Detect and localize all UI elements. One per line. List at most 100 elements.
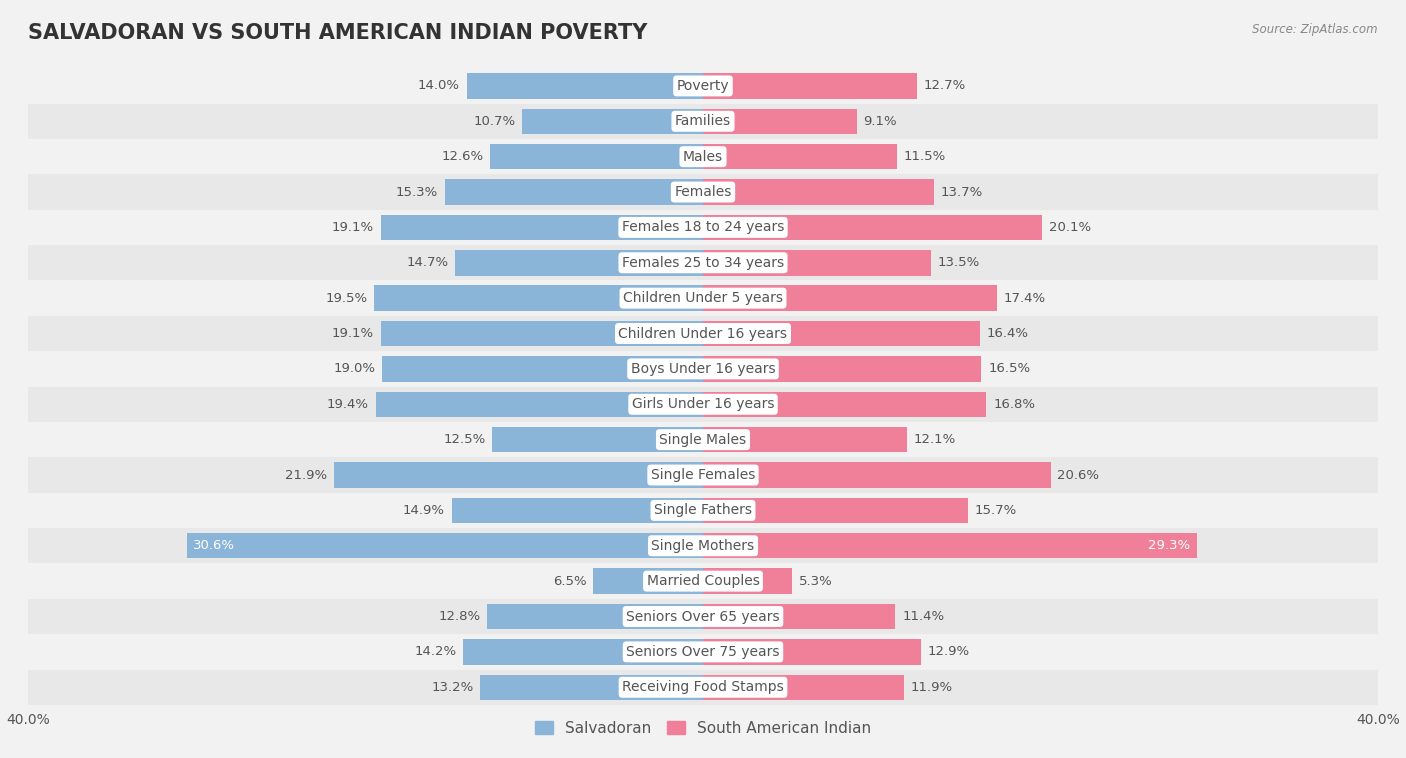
Bar bbox=[593, 568, 703, 594]
Bar bbox=[28, 245, 1378, 280]
Text: Seniors Over 65 years: Seniors Over 65 years bbox=[626, 609, 780, 624]
Bar bbox=[28, 139, 1378, 174]
Text: 5.3%: 5.3% bbox=[799, 575, 832, 587]
Bar bbox=[486, 604, 703, 629]
Text: Seniors Over 75 years: Seniors Over 75 years bbox=[626, 645, 780, 659]
Text: SALVADORAN VS SOUTH AMERICAN INDIAN POVERTY: SALVADORAN VS SOUTH AMERICAN INDIAN POVE… bbox=[28, 23, 648, 42]
Text: Single Fathers: Single Fathers bbox=[654, 503, 752, 518]
Bar bbox=[381, 215, 703, 240]
Text: 29.3%: 29.3% bbox=[1149, 539, 1191, 553]
Bar bbox=[703, 427, 907, 453]
Bar bbox=[333, 462, 703, 487]
Text: Girls Under 16 years: Girls Under 16 years bbox=[631, 397, 775, 412]
Bar bbox=[28, 316, 1378, 351]
Bar bbox=[28, 104, 1378, 139]
Text: Married Couples: Married Couples bbox=[647, 574, 759, 588]
Bar bbox=[456, 250, 703, 275]
Bar bbox=[28, 280, 1378, 316]
Text: 19.1%: 19.1% bbox=[332, 327, 374, 340]
Text: 16.5%: 16.5% bbox=[988, 362, 1031, 375]
Text: Children Under 16 years: Children Under 16 years bbox=[619, 327, 787, 340]
Bar bbox=[703, 144, 897, 169]
Text: 10.7%: 10.7% bbox=[474, 114, 516, 128]
Bar bbox=[703, 533, 1198, 559]
Text: Females 18 to 24 years: Females 18 to 24 years bbox=[621, 221, 785, 234]
Bar bbox=[703, 675, 904, 700]
Text: 13.2%: 13.2% bbox=[432, 681, 474, 694]
Text: 14.0%: 14.0% bbox=[418, 80, 460, 92]
Bar bbox=[703, 568, 793, 594]
Bar bbox=[28, 387, 1378, 422]
Bar bbox=[703, 321, 980, 346]
Text: Females: Females bbox=[675, 185, 731, 199]
Text: 19.1%: 19.1% bbox=[332, 221, 374, 234]
Bar bbox=[28, 493, 1378, 528]
Text: 6.5%: 6.5% bbox=[553, 575, 586, 587]
Bar bbox=[703, 74, 917, 99]
Bar bbox=[703, 498, 967, 523]
Text: 12.9%: 12.9% bbox=[928, 645, 970, 659]
Bar bbox=[28, 634, 1378, 669]
Bar bbox=[451, 498, 703, 523]
Bar bbox=[467, 74, 703, 99]
Bar bbox=[703, 392, 987, 417]
Bar bbox=[381, 321, 703, 346]
Text: 12.5%: 12.5% bbox=[443, 433, 485, 446]
Text: 30.6%: 30.6% bbox=[194, 539, 235, 553]
Text: Families: Families bbox=[675, 114, 731, 128]
Text: 12.8%: 12.8% bbox=[439, 610, 481, 623]
Bar bbox=[375, 392, 703, 417]
Bar bbox=[491, 144, 703, 169]
Bar bbox=[28, 457, 1378, 493]
Text: 13.5%: 13.5% bbox=[938, 256, 980, 269]
Text: 11.4%: 11.4% bbox=[903, 610, 945, 623]
Bar bbox=[492, 427, 703, 453]
Bar bbox=[187, 533, 703, 559]
Text: 13.7%: 13.7% bbox=[941, 186, 983, 199]
Text: Single Females: Single Females bbox=[651, 468, 755, 482]
Bar bbox=[703, 108, 856, 134]
Text: 19.0%: 19.0% bbox=[333, 362, 375, 375]
Bar bbox=[28, 669, 1378, 705]
Text: Poverty: Poverty bbox=[676, 79, 730, 93]
Text: 19.4%: 19.4% bbox=[328, 398, 368, 411]
Text: 14.9%: 14.9% bbox=[404, 504, 444, 517]
Text: 17.4%: 17.4% bbox=[1004, 292, 1046, 305]
Text: Males: Males bbox=[683, 149, 723, 164]
Text: Boys Under 16 years: Boys Under 16 years bbox=[631, 362, 775, 376]
Text: 12.7%: 12.7% bbox=[924, 80, 966, 92]
Text: 15.7%: 15.7% bbox=[974, 504, 1017, 517]
Bar bbox=[28, 68, 1378, 104]
Bar bbox=[703, 180, 934, 205]
Text: Children Under 5 years: Children Under 5 years bbox=[623, 291, 783, 305]
Text: Source: ZipAtlas.com: Source: ZipAtlas.com bbox=[1253, 23, 1378, 36]
Text: 16.4%: 16.4% bbox=[987, 327, 1028, 340]
Text: Receiving Food Stamps: Receiving Food Stamps bbox=[621, 680, 785, 694]
Bar bbox=[703, 286, 997, 311]
Text: Females 25 to 34 years: Females 25 to 34 years bbox=[621, 255, 785, 270]
Bar bbox=[28, 174, 1378, 210]
Legend: Salvadoran, South American Indian: Salvadoran, South American Indian bbox=[529, 715, 877, 742]
Text: 21.9%: 21.9% bbox=[284, 468, 326, 481]
Bar bbox=[28, 210, 1378, 245]
Text: 15.3%: 15.3% bbox=[396, 186, 439, 199]
Bar bbox=[28, 599, 1378, 634]
Bar bbox=[703, 215, 1042, 240]
Text: 11.9%: 11.9% bbox=[911, 681, 953, 694]
Text: 19.5%: 19.5% bbox=[325, 292, 367, 305]
Bar bbox=[703, 250, 931, 275]
Text: Single Mothers: Single Mothers bbox=[651, 539, 755, 553]
Text: 20.6%: 20.6% bbox=[1057, 468, 1099, 481]
Text: 20.1%: 20.1% bbox=[1049, 221, 1091, 234]
Text: 11.5%: 11.5% bbox=[904, 150, 946, 163]
Bar bbox=[444, 180, 703, 205]
Bar bbox=[703, 639, 921, 665]
Bar bbox=[28, 351, 1378, 387]
Text: 14.2%: 14.2% bbox=[415, 645, 457, 659]
Text: 12.6%: 12.6% bbox=[441, 150, 484, 163]
Bar bbox=[703, 604, 896, 629]
Text: 14.7%: 14.7% bbox=[406, 256, 449, 269]
Text: 16.8%: 16.8% bbox=[993, 398, 1035, 411]
Bar bbox=[28, 563, 1378, 599]
Bar bbox=[382, 356, 703, 381]
